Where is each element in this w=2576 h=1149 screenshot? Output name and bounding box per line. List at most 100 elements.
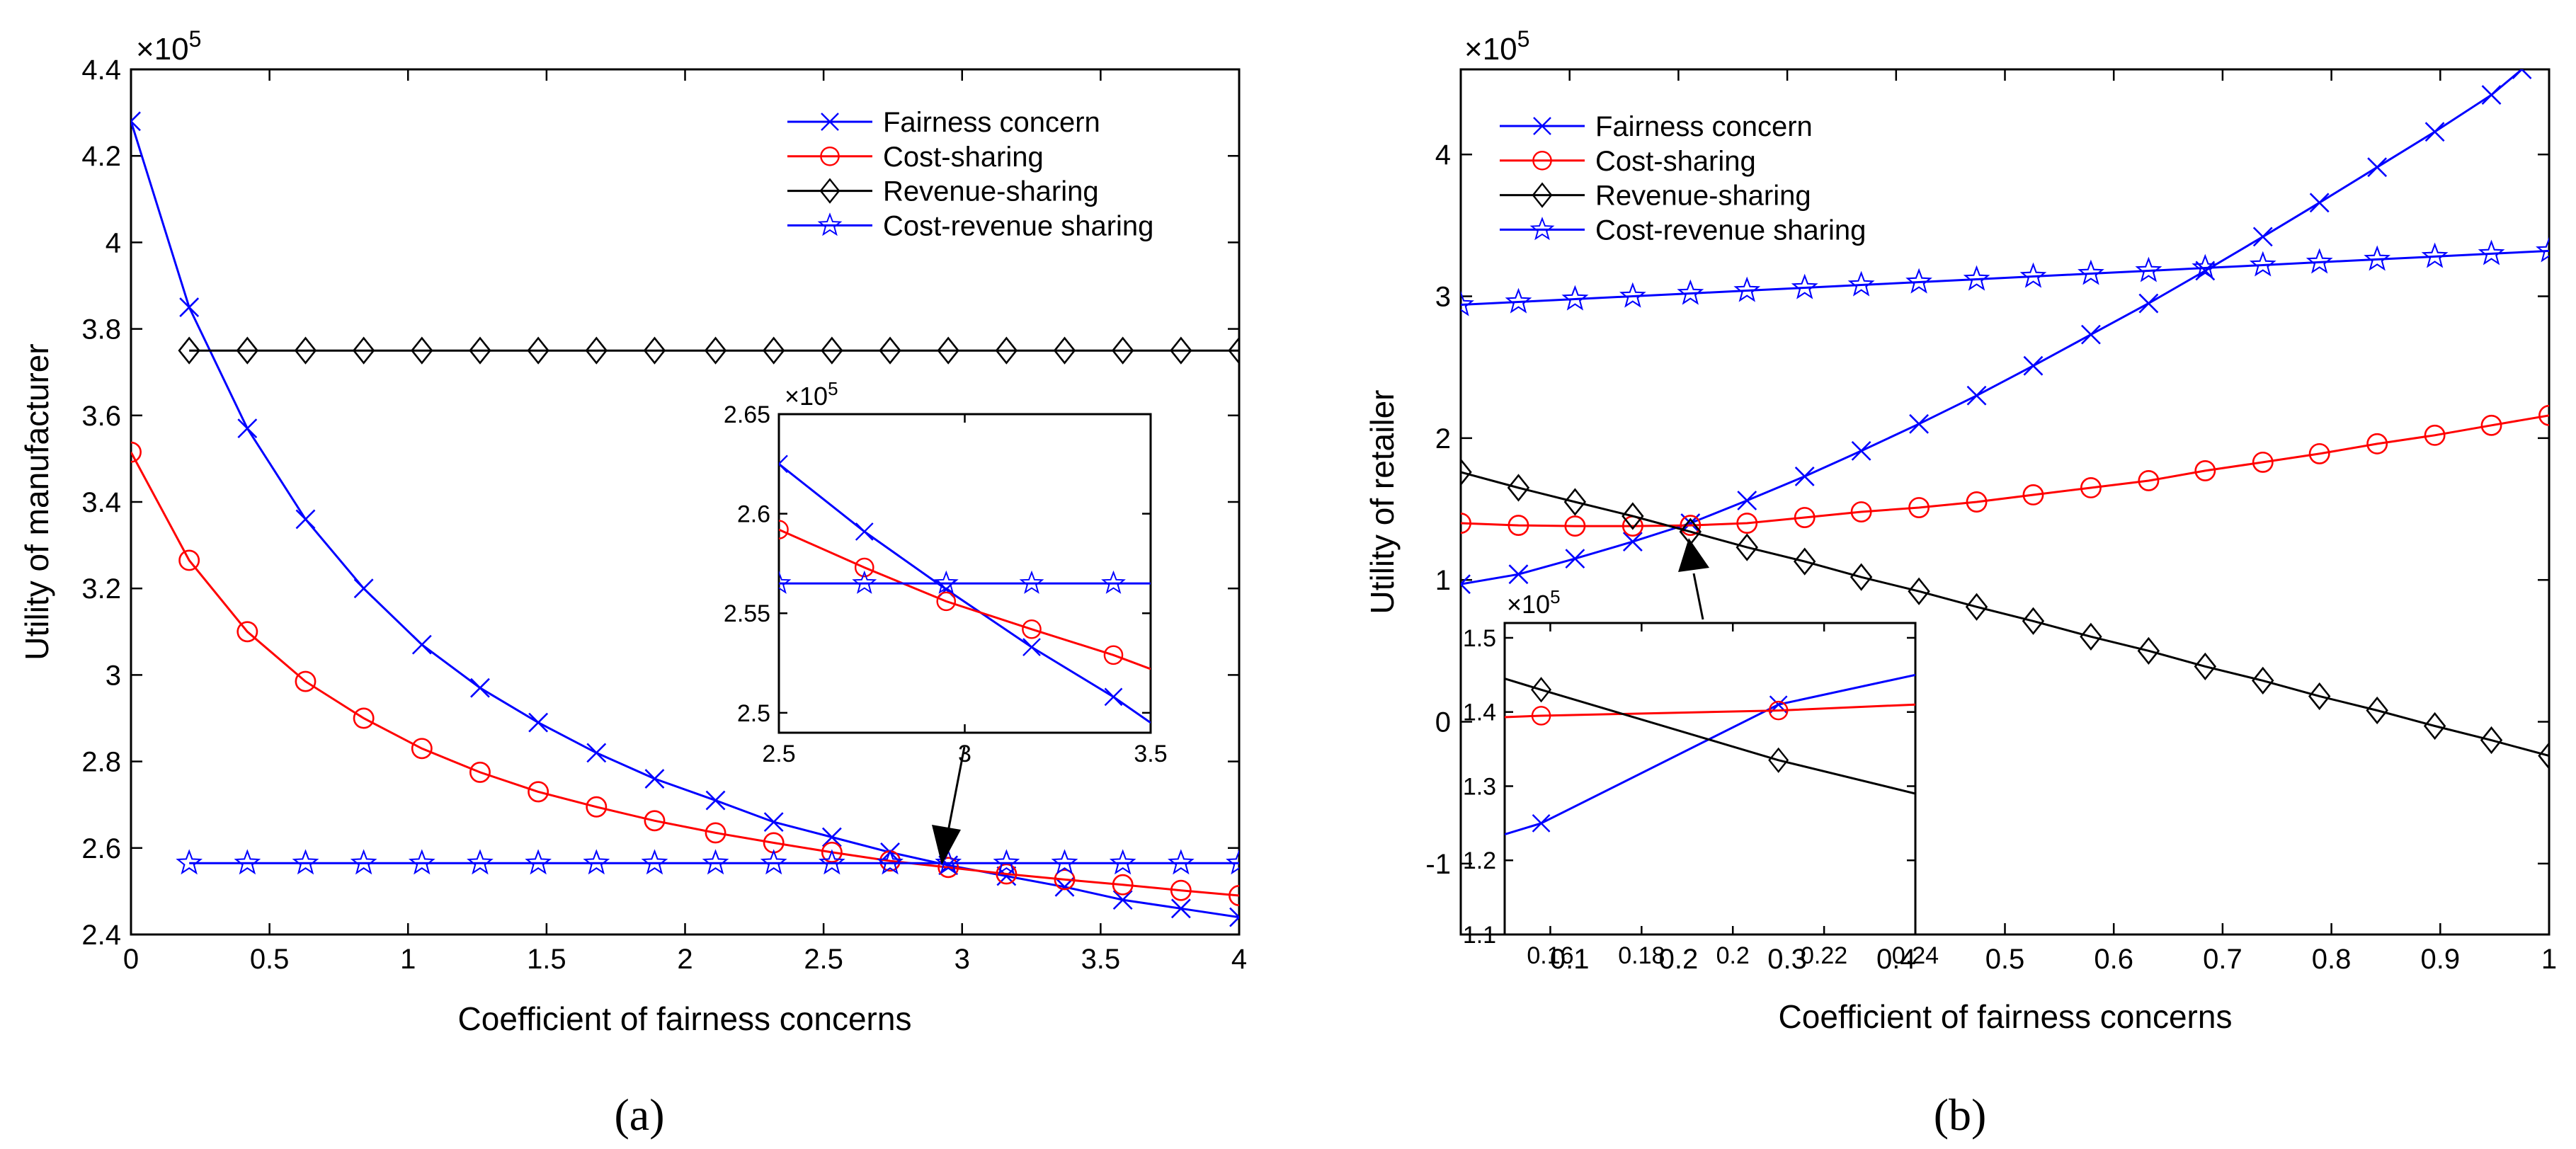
panel-a-inset-point-1-2 — [936, 591, 957, 612]
panel-b-yticks: -1 0 1 2 3 4 — [1425, 139, 2549, 880]
panel-b-point-3-12-glyph — [2135, 256, 2162, 282]
panel-b-xtick-label-5: 0.6 — [2094, 944, 2133, 975]
panel-a-ytick-label-9: 4.2 — [81, 141, 121, 172]
panel-a-inset-point-1-4-glyph — [1103, 645, 1124, 665]
panel-b-point-3-5 — [1733, 276, 1761, 302]
panel-b-point-0-2-glyph — [1565, 549, 1585, 569]
panel-b-point-1-18 — [2480, 414, 2502, 436]
panel-b-point-0-12-glyph — [2138, 293, 2159, 314]
panel-a-inset-point-0-0 — [779, 455, 788, 474]
panel-a-point-3-17 — [1167, 849, 1195, 875]
panel-a-legend-label-1: Cost-sharing — [883, 142, 1044, 173]
panel-a-point-0-8-glyph — [586, 743, 607, 763]
panel-b-point-0-15 — [2309, 193, 2330, 213]
panel-a-inset-point-2-3-glyph — [1019, 570, 1044, 594]
panel-b-point-3-0 — [1461, 290, 1474, 316]
panel-a-inset-series-cost-sharing — [779, 520, 1151, 670]
panel-b-ylabel: Utility of retailer — [1364, 390, 1401, 614]
panel-b-point-0-18-glyph — [2481, 85, 2502, 105]
panel-a-inset-yticks: 2.5 2.55 2.6 2.65 — [724, 401, 1151, 727]
panel-b-point-3-13 — [2192, 253, 2219, 280]
panel-a-inset-point-2-1-glyph — [852, 570, 877, 594]
panel-a-inset-point-2-0 — [779, 570, 792, 594]
panel-a-point-3-9-glyph — [702, 849, 729, 875]
panel-a-point-3-18-glyph — [1226, 849, 1239, 875]
panel-b-point-3-10-glyph — [2019, 262, 2047, 288]
panel-b-inset-ytick-label-4: 1.5 — [1463, 625, 1496, 652]
panel-a-line-0 — [131, 120, 1239, 919]
panel-a-point-2-0 — [178, 336, 200, 365]
panel-b-point-3-8 — [1905, 268, 1932, 294]
panel-b-point-3-19-glyph — [2536, 236, 2549, 263]
panel-a-point-2-13 — [937, 336, 959, 365]
panel-b-point-0-12 — [2138, 293, 2159, 314]
panel-a-point-3-14 — [993, 849, 1020, 875]
panel-b-inset-point-0-1-glyph — [1532, 814, 1551, 833]
panel-b-point-2-10-glyph — [2022, 607, 2045, 635]
panel-b-inset-ytick-label-1: 1.2 — [1463, 847, 1496, 874]
panel-a-legend-marker-1-glyph — [820, 146, 840, 166]
panel-a-point-3-3 — [350, 849, 377, 875]
panel-b-point-0-14 — [2252, 227, 2273, 247]
panel-b-point-1-13 — [2194, 459, 2216, 481]
panel-a-point-1-5-glyph — [411, 738, 433, 760]
panel-a-point-2-16-glyph — [1111, 336, 1134, 365]
panel-a-point-2-2-glyph — [294, 336, 317, 365]
panel-a-point-0-17 — [1112, 890, 1133, 910]
panel-a-point-0-11-glyph — [763, 812, 784, 833]
panel-a-point-3-15-glyph — [1051, 849, 1078, 875]
panel-b-point-3-9-glyph — [1963, 265, 1990, 291]
panel-b-point-3-17 — [2421, 242, 2449, 268]
panel-b-point-1-16 — [2366, 433, 2388, 455]
panel-b-legend-entry-3: Cost-revenue sharing — [1500, 215, 1866, 246]
panel-b-series-cost-revenue-sharing — [1461, 236, 2549, 316]
panel-b: 0.1 0.2 0.3 0.4 0.5 0.6 0.7 0.8 0.9 1 -1 0 1 2 3 4 ×10… — [1364, 26, 2557, 1140]
panel-b-point-0-10 — [2023, 355, 2044, 376]
panel-a-point-0-10 — [705, 790, 726, 811]
panel-a-legend-marker-3-glyph — [817, 212, 843, 236]
panel-b-legend-label-1: Cost-sharing — [1595, 146, 1756, 177]
panel-a-label: (a) — [614, 1090, 664, 1140]
panel-b-point-1-18-glyph — [2480, 414, 2502, 436]
panel-a-inset-point-1-1 — [854, 557, 874, 578]
panel-a-inset-line-1 — [779, 528, 1151, 670]
panel-a-point-3-9 — [702, 849, 729, 875]
panel-b-legend-label-0: Fairness concern — [1595, 111, 1813, 142]
panel-a-point-3-17-glyph — [1167, 849, 1195, 875]
panel-b-point-3-1-glyph — [1505, 287, 1532, 314]
panel-a-point-0-19 — [1229, 907, 1239, 927]
panel-b-point-1-14 — [2252, 451, 2274, 473]
panel-a-inset-point-2-2-glyph — [933, 570, 959, 594]
panel-b-point-0-16 — [2367, 157, 2388, 178]
panel-a-ytick-label-0: 2.4 — [81, 920, 121, 951]
panel-a-point-3-10 — [760, 849, 787, 875]
panel-b-point-2-8 — [1908, 577, 1930, 605]
panel-b-legend-marker-3-glyph — [1529, 217, 1555, 241]
panel-a-point-3-1 — [234, 849, 261, 875]
panel-a-point-2-7 — [585, 336, 608, 365]
panel-a-xtick-label-4: 2 — [677, 944, 693, 975]
panel-a-ytick-label-5: 3.4 — [81, 487, 121, 518]
panel-a-point-2-7-glyph — [585, 336, 608, 365]
panel-a-point-1-14-glyph — [937, 857, 959, 879]
panel-b-point-0-10-glyph — [2023, 355, 2044, 376]
panel-a-point-2-13-glyph — [937, 336, 959, 365]
panel-a-point-2-10 — [762, 336, 785, 365]
panel-b-point-3-3 — [1619, 282, 1646, 308]
panel-b-point-0-19 — [2512, 69, 2532, 79]
panel-b-inset-point-2-1 — [1531, 677, 1552, 703]
panel-b-inset-xticks: 0.16 0.18 0.2 0.22 0.24 — [1527, 623, 1939, 969]
panel-b-point-1-9-glyph — [1966, 491, 1988, 513]
panel-b-point-0-14-glyph — [2252, 227, 2273, 247]
panel-b-point-2-19-glyph — [2538, 741, 2549, 770]
panel-a-point-3-13-glyph — [935, 849, 962, 875]
panel-a-series-cost-revenue-sharing — [176, 849, 1239, 875]
panel-a-point-2-17 — [1170, 336, 1192, 365]
panel-b-point-1-1-glyph — [1508, 515, 1529, 537]
panel-b-point-2-2-glyph — [1563, 488, 1587, 516]
panel-b-point-0-19-glyph — [2512, 69, 2532, 79]
panel-b-inset-point-2-2-glyph — [1768, 747, 1789, 773]
panel-b-label: (b) — [1934, 1090, 1987, 1140]
panel-a-point-0-0 — [131, 111, 141, 132]
